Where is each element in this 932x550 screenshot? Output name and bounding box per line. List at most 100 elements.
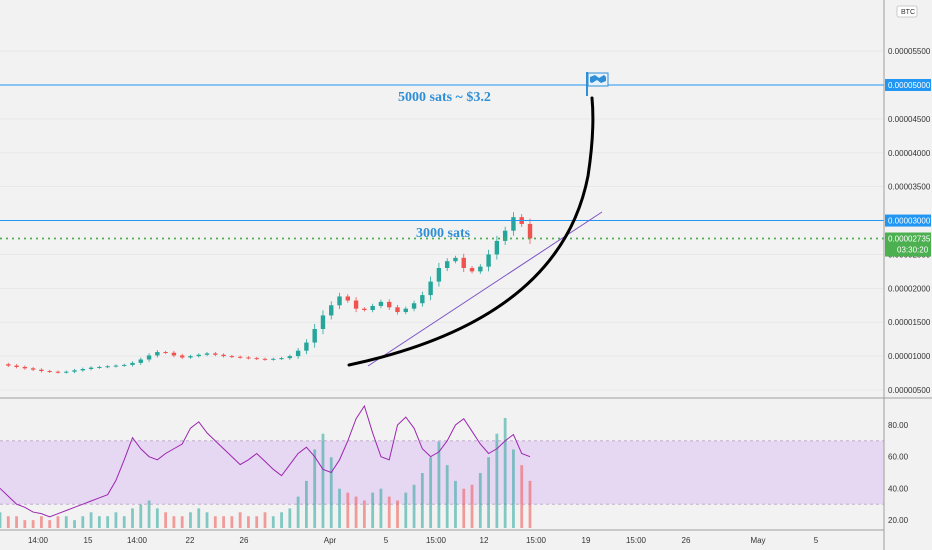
- candle-body: [271, 358, 276, 360]
- candle-body: [502, 230, 508, 241]
- volume-bar: [106, 516, 110, 528]
- volume-bar: [437, 441, 441, 528]
- volume-bar: [495, 433, 499, 528]
- volume-bar: [64, 516, 68, 528]
- candle-body: [14, 365, 19, 367]
- candle-body: [362, 308, 367, 311]
- candle-body: [527, 223, 533, 239]
- drawings-group: [347, 96, 603, 367]
- volume-bar: [114, 512, 118, 528]
- candle-body: [494, 240, 500, 255]
- candle-body: [22, 366, 28, 369]
- volume-bar: [462, 488, 466, 528]
- volume-bar: [354, 496, 358, 528]
- candle-body: [221, 354, 226, 357]
- time-tick-label: 22: [186, 536, 195, 545]
- volume-bar: [122, 516, 126, 528]
- candle-body: [113, 365, 119, 367]
- candle-body: [420, 295, 425, 304]
- volume-bar: [139, 504, 143, 528]
- rsi-band: [0, 440, 884, 505]
- candle-body: [387, 301, 392, 308]
- price-axis[interactable]: 0.00005500 0.00005000 0.00004500 0.00004000…: [885, 47, 931, 395]
- candle-body: [237, 356, 243, 358]
- candle-body: [138, 359, 143, 363]
- volume-bar: [404, 492, 408, 528]
- volume-bar: [379, 488, 383, 528]
- volume-bar: [396, 500, 399, 528]
- symbol-badge[interactable]: BTC: [896, 5, 918, 18]
- volume-bar: [73, 520, 76, 528]
- volume-bar: [520, 465, 524, 528]
- volume-bar: [189, 512, 192, 528]
- candle-body: [130, 362, 135, 365]
- volume-bar: [387, 496, 391, 528]
- candle-body: [320, 315, 326, 329]
- volume-bar: [313, 449, 317, 528]
- volume-bar: [362, 500, 366, 528]
- candle-body: [171, 352, 177, 356]
- candle-body: [204, 353, 210, 355]
- volume-bar: [296, 496, 300, 528]
- price-tick-label: 0.00001000: [888, 352, 931, 361]
- volume-bar: [305, 480, 308, 528]
- volume-bar: [412, 484, 416, 528]
- volume-bar: [197, 508, 201, 528]
- time-tick-label: 12: [480, 536, 489, 545]
- volume-bar: [15, 516, 18, 528]
- time-tick-label: 26: [682, 536, 691, 545]
- volume-bar: [164, 512, 168, 528]
- volume-bar: [445, 465, 449, 528]
- time-axis[interactable]: 14:00 15 14:00 22 26 Apr 5 15:00 12 15:00 19 15:00 2…: [28, 536, 819, 545]
- price-tick-label: 0.00002000: [888, 284, 931, 293]
- candle-body: [188, 356, 193, 358]
- volume-bar: [280, 512, 283, 528]
- level-price-tag-label: 0.00005000: [888, 81, 931, 90]
- candle-body: [461, 257, 466, 268]
- candle-body: [39, 369, 44, 372]
- volume-bar: [213, 516, 217, 528]
- time-tick-label: 5: [814, 536, 819, 545]
- candle-body: [55, 371, 61, 373]
- candle-body: [279, 358, 284, 360]
- candle-body: [146, 355, 152, 360]
- candle-body: [370, 305, 375, 311]
- volume-bar: [255, 516, 259, 528]
- current-price-tag: [885, 232, 931, 257]
- volume-bar: [263, 512, 267, 528]
- time-tick-label: 26: [240, 536, 249, 545]
- price-tick-label: 0.00004500: [888, 115, 931, 124]
- rsi-axis[interactable]: 80.00 60.00 40.00 20.00: [888, 421, 909, 525]
- volume-bar: [338, 488, 341, 528]
- volume-bar: [478, 473, 482, 528]
- volume-bar: [180, 516, 184, 528]
- time-tick-label: 5: [384, 536, 389, 545]
- level-price-tag: [885, 214, 931, 227]
- candle-body: [486, 254, 491, 267]
- volume-bar: [238, 512, 242, 528]
- current-price-label: 0.00002735: [888, 235, 931, 244]
- candle-body: [72, 370, 77, 372]
- resistance-label: 3000 sats: [416, 226, 471, 241]
- candle-body: [337, 296, 342, 306]
- candle-body: [229, 356, 235, 358]
- candle-body: [254, 358, 259, 360]
- volume-bar: [503, 418, 507, 528]
- volume-bar: [222, 516, 225, 528]
- time-tick-label: 15:00: [526, 536, 547, 545]
- volume-bar: [288, 508, 292, 528]
- candle-body: [511, 217, 516, 231]
- candle-body: [179, 355, 185, 358]
- candle-body: [353, 300, 359, 309]
- candle-body: [469, 268, 475, 272]
- candle-body: [163, 352, 168, 354]
- volume-bar: [205, 512, 209, 528]
- volume-bar: [528, 480, 532, 528]
- rsi-tick-label: 20.00: [888, 516, 909, 525]
- time-tick-label: 15:00: [626, 536, 647, 545]
- candle-body: [287, 356, 293, 359]
- candle-body: [64, 371, 69, 373]
- volume-bar: [230, 516, 234, 528]
- candles-group: [6, 212, 533, 374]
